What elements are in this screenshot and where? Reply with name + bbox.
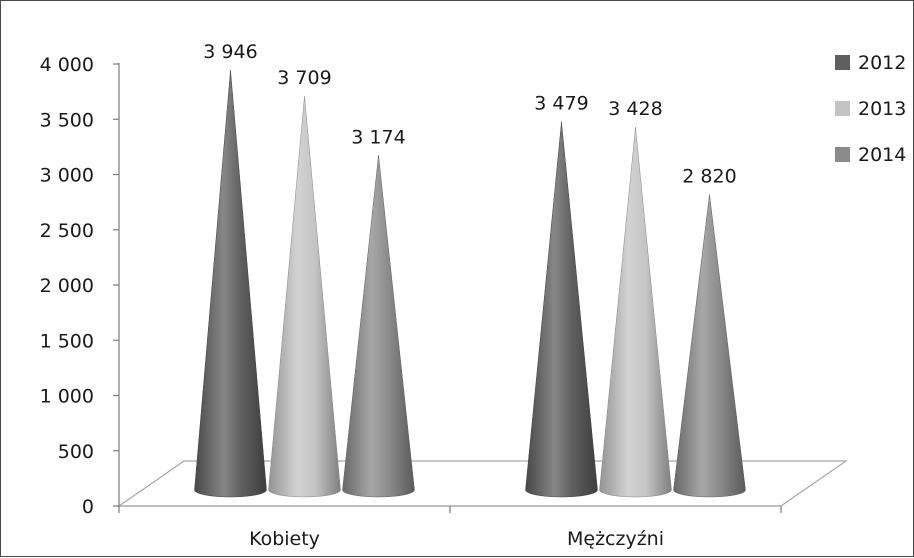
cone-body — [195, 70, 267, 497]
cone-2013-Kobiety — [269, 96, 341, 497]
legend-label: 2012 — [858, 52, 906, 74]
cone-2014-Mężczyźni — [674, 194, 746, 497]
y-tick-label: 1 000 — [40, 386, 94, 408]
cone-series-group — [195, 70, 746, 497]
cone-body — [600, 127, 672, 497]
category-label: Kobiety — [249, 528, 320, 550]
y-tick-label: 3 500 — [40, 109, 94, 131]
y-tick-label: 0 — [82, 496, 94, 518]
cone-2012-Kobiety — [195, 70, 267, 497]
cone-body — [526, 122, 598, 497]
value-label: 3 428 — [608, 98, 662, 120]
category-label: Mężczyźni — [567, 528, 664, 550]
legend-label: 2014 — [858, 144, 906, 166]
cone-body — [269, 96, 341, 497]
cone-2014-Kobiety — [343, 155, 415, 497]
value-label: 2 820 — [682, 165, 736, 187]
x-axis-ticks — [119, 506, 781, 513]
value-label: 3 946 — [203, 41, 257, 63]
cone-body — [674, 194, 746, 497]
value-label: 3 479 — [534, 93, 588, 115]
legend-swatch — [835, 147, 850, 162]
y-tick-label: 4 000 — [40, 54, 94, 76]
y-tick-label: 2 000 — [40, 275, 94, 297]
data-labels: 3 946 3 709 3 174 3 479 3 428 2 820 — [203, 41, 736, 187]
y-tick-label: 3 000 — [40, 165, 94, 187]
y-tick-label: 1 500 — [40, 330, 94, 352]
cone-2013-Mężczyźni — [600, 127, 672, 497]
cone-body — [343, 155, 415, 497]
value-label: 3 709 — [277, 67, 331, 89]
y-tick-label: 2 500 — [40, 220, 94, 242]
y-axis-ticks: 0 500 1 000 1 500 2 000 2 500 3 000 3 500 4 000 — [40, 54, 119, 518]
legend-label: 2013 — [858, 98, 906, 120]
category-labels: Kobiety Mężczyźni — [249, 528, 664, 550]
legend: 2012 2013 2014 — [835, 52, 906, 166]
value-label: 3 174 — [351, 126, 405, 148]
legend-swatch — [835, 101, 850, 116]
legend-swatch — [835, 55, 850, 70]
y-tick-label: 500 — [58, 441, 94, 463]
cone-2012-Mężczyźni — [526, 122, 598, 497]
